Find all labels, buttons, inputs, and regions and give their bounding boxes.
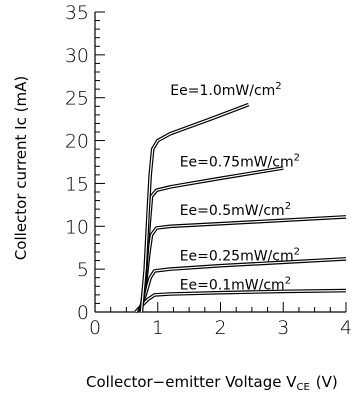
series-line-inner — [138, 258, 347, 313]
y-tick-label: 25 — [65, 88, 89, 110]
series-line — [137, 257, 347, 313]
y-tick-label: 5 — [77, 259, 89, 281]
series-line — [139, 102, 250, 313]
x-axis-title-unit: (V) — [316, 373, 338, 391]
x-axis-title-main: Collector−emitter Voltage V — [86, 373, 297, 391]
x-tick-label: 4 — [340, 317, 352, 339]
y-tick-label: 10 — [65, 216, 89, 238]
x-tick-label: 1 — [152, 317, 164, 339]
series-label: Ee=0.1mW/cm2 — [180, 276, 291, 294]
curve-labels: Ee=0.1mW/cm2 Ee=0.25mW/cm2 Ee=0.5mW/cm2 Ee=… — [170, 81, 300, 294]
x-tick-label: 0 — [89, 317, 101, 339]
series-label: Ee=0.75mW/cm2 — [180, 152, 300, 170]
y-tick-label: 15 — [65, 173, 89, 195]
axes: 0 5 10 15 20 25 30 35 0 1 2 3 4 — [65, 2, 352, 339]
y-tick-label: 30 — [65, 45, 89, 67]
series-label: Ee=1.0mW/cm2 — [170, 81, 281, 99]
x-axis-title: Collector−emitter Voltage VCE (V) — [86, 373, 338, 393]
y-axis-title: Collector current Ic (mA) — [12, 76, 30, 260]
series-label: Ee=0.5mW/cm2 — [180, 201, 291, 219]
y-tick-label: 20 — [65, 131, 89, 153]
series-label: Ee=0.25mW/cm2 — [180, 247, 300, 265]
y-tick-label: 0 — [77, 302, 89, 324]
x-tick-label: 3 — [277, 317, 289, 339]
series-line-inner — [140, 104, 249, 313]
x-tick-label: 2 — [214, 317, 226, 339]
curves — [134, 102, 347, 314]
x-axis-title-sub: CE — [296, 382, 309, 393]
y-tick-label: 35 — [65, 2, 89, 24]
